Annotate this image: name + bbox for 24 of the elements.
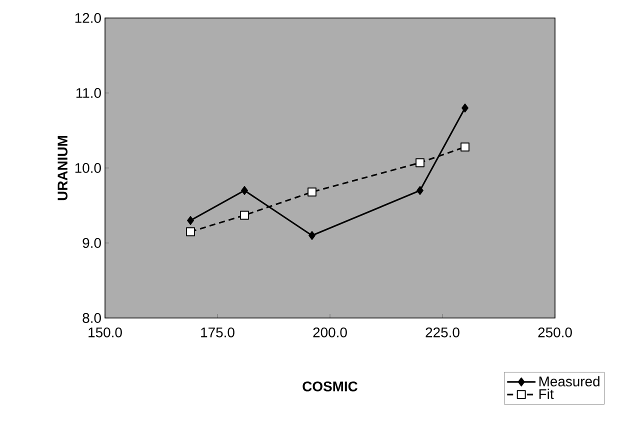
legend-label: Fit (539, 388, 554, 399)
y-tick-label: 12.0 (75, 13, 101, 23)
y-tick-label: 10.0 (75, 163, 101, 173)
y-tick-label: 8.0 (82, 313, 101, 323)
x-tick-label: 250.0 (538, 327, 572, 338)
x-tick-label: 200.0 (313, 327, 347, 338)
y-tick-label: 9.0 (82, 238, 101, 248)
x-tick-label: 175.0 (201, 327, 234, 338)
point (462, 104, 468, 112)
point (308, 188, 316, 196)
point (187, 216, 194, 225)
x-tick-label: 225.0 (426, 327, 460, 338)
x-tick-label: 150.0 (88, 327, 122, 338)
point (240, 210, 249, 220)
point (186, 227, 195, 236)
point (241, 186, 248, 195)
point (460, 142, 470, 152)
point (308, 231, 316, 240)
y-tick-label: 11.0 (76, 88, 101, 98)
x-axis-title: COSMIC (302, 381, 358, 392)
legend-label: Measured (539, 376, 600, 386)
y-axis-title: URANIUM (58, 136, 68, 200)
point (416, 158, 424, 168)
point (416, 186, 424, 195)
